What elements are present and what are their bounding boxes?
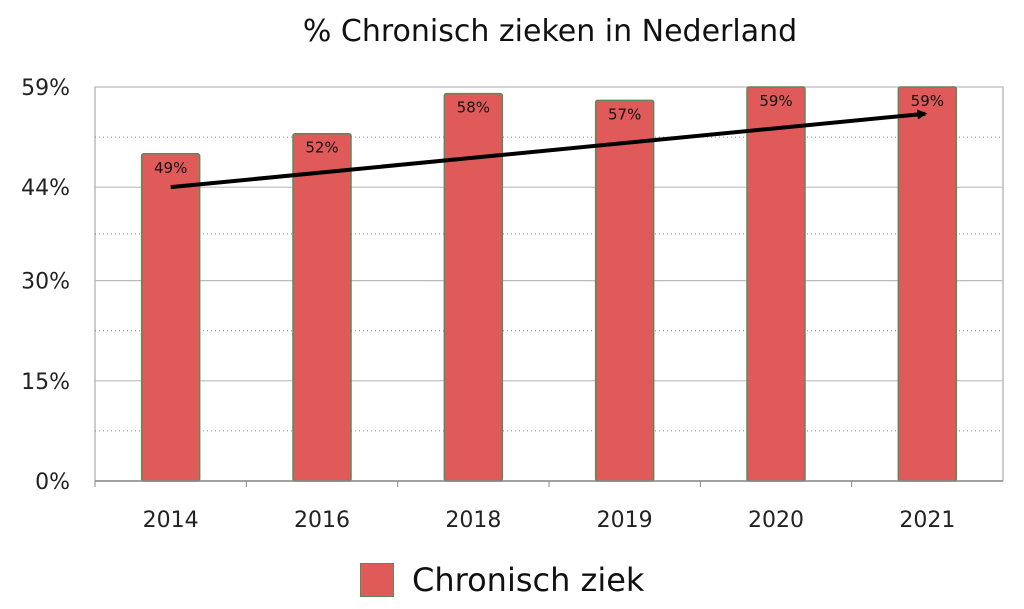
chart-title: % Chronisch zieken in Nederland xyxy=(302,14,798,49)
bar xyxy=(292,132,352,482)
y-tick-label: 0% xyxy=(35,470,70,495)
y-tick-label: 44% xyxy=(21,176,70,201)
legend: Chronisch ziek xyxy=(360,560,644,600)
legend-label: Chronisch ziek xyxy=(412,561,645,599)
data-label: 57% xyxy=(608,105,641,123)
bar xyxy=(594,99,655,482)
data-label: 52% xyxy=(305,139,338,157)
bar xyxy=(897,86,958,482)
x-tick-label: 2020 xyxy=(748,508,804,533)
x-tick-label: 2016 xyxy=(294,508,350,533)
data-label: 49% xyxy=(154,159,187,177)
plot-frame xyxy=(94,86,1004,482)
bar xyxy=(443,92,504,482)
x-tick-label: 2021 xyxy=(899,508,955,533)
data-label: 59% xyxy=(911,92,944,110)
x-tick-label: 2014 xyxy=(143,508,199,533)
y-tick-label: 59% xyxy=(21,76,70,101)
y-tick-label: 30% xyxy=(21,270,70,295)
bar xyxy=(140,153,201,482)
x-tick-label: 2019 xyxy=(597,508,653,533)
bar xyxy=(746,86,806,482)
trend-arrow xyxy=(170,109,928,190)
x-tick-label: 2018 xyxy=(445,508,501,533)
y-tick-label: 15% xyxy=(21,370,70,395)
data-label: 58% xyxy=(457,99,490,117)
data-label: 59% xyxy=(759,92,792,110)
legend-swatch xyxy=(360,563,394,597)
